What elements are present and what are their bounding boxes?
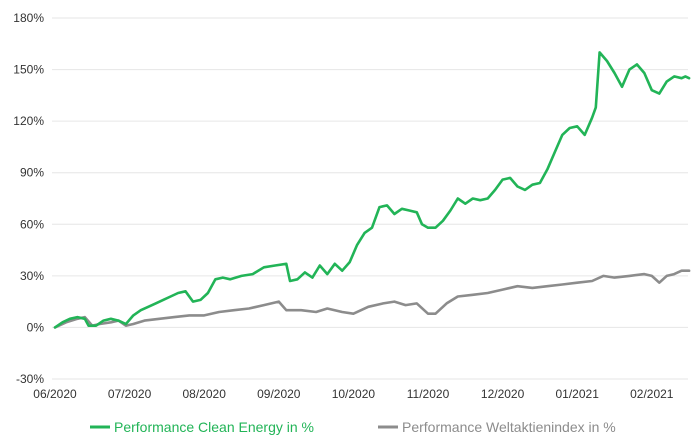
x-axis-ticks: 06/2020 07/2020 08/2020 09/2020 10/2020 11/20… [33,387,674,401]
y-tick-label: 180% [13,11,44,25]
legend: Performance Clean Energy in % Performance… [90,419,616,435]
legend-label-0: Performance Clean Energy in % [114,419,314,435]
y-tick-label: 30% [20,269,44,283]
series-line-1 [53,269,691,329]
x-tick-label: 11/2020 [407,387,450,401]
x-tick-label: 10/2020 [332,387,376,401]
legend-label-1: Performance Weltaktienindex in % [402,419,616,435]
y-tick-label: 120% [13,114,44,128]
series-line-0 [53,51,691,329]
x-tick-label: 07/2020 [108,387,152,401]
x-tick-label: 08/2020 [183,387,227,401]
series-lines [53,51,691,329]
x-tick-label: 02/2021 [630,387,674,401]
y-tick-label: 90% [20,166,44,180]
y-tick-label: 60% [20,217,44,231]
y-tick-label: -30% [16,372,44,386]
y-axis-ticks: -30% 0% 30% 60% 90% 120% 150% 180% [13,11,44,386]
gridlines [52,17,688,380]
x-tick-label: 09/2020 [257,387,301,401]
x-tick-label: 01/2021 [556,387,600,401]
x-tick-label: 06/2020 [33,387,77,401]
x-tick-label: 12/2020 [481,387,525,401]
y-tick-label: 0% [27,320,45,334]
y-tick-label: 150% [13,63,44,77]
